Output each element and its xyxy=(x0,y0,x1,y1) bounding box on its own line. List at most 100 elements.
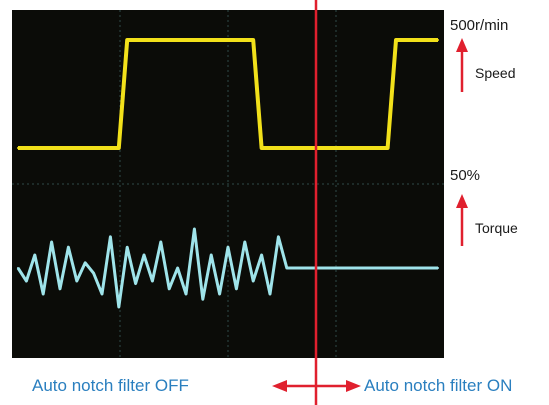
torque-point xyxy=(218,293,221,295)
speed-point xyxy=(336,147,339,149)
speed-point xyxy=(84,147,87,149)
speed-point xyxy=(311,147,313,149)
waveform-traces xyxy=(16,38,439,309)
speed-point xyxy=(420,39,423,41)
speed-point xyxy=(285,147,288,149)
torque-point xyxy=(50,241,53,243)
speed-point xyxy=(302,147,305,149)
torque-point xyxy=(126,246,129,249)
torque-point xyxy=(159,241,162,243)
speed-label: Speed xyxy=(475,65,515,81)
torque-point xyxy=(437,267,439,269)
speed-point xyxy=(201,39,204,41)
speed-point xyxy=(17,147,19,149)
torque-point xyxy=(386,267,389,269)
torque-point xyxy=(117,306,120,308)
speed-point xyxy=(319,147,322,149)
speed-arrow-icon xyxy=(456,38,468,52)
torque-point xyxy=(344,267,347,269)
speed-point xyxy=(235,39,238,41)
speed-point xyxy=(50,147,53,149)
torque-point xyxy=(353,267,355,269)
torque-point xyxy=(269,293,271,295)
torque-point xyxy=(243,241,246,243)
torque-point xyxy=(302,267,305,269)
torque-point xyxy=(25,280,28,282)
speed-point xyxy=(269,147,271,149)
torque-point xyxy=(420,267,423,269)
torque-point xyxy=(285,267,288,269)
speed-point xyxy=(159,39,162,41)
speed-point xyxy=(210,39,213,41)
speed-point xyxy=(437,39,439,41)
torque-scale-label: 50% xyxy=(450,167,480,184)
speed-point xyxy=(403,39,406,41)
torque-point xyxy=(361,267,364,269)
torque-point xyxy=(201,298,204,301)
torque-point xyxy=(75,280,78,282)
torque-point xyxy=(134,282,137,285)
torque-point xyxy=(59,287,61,290)
torque-point xyxy=(227,246,229,249)
torque-point xyxy=(33,254,36,256)
torque-point xyxy=(277,235,280,238)
torque-point xyxy=(378,267,381,269)
torque-point xyxy=(101,293,103,295)
speed-point xyxy=(260,147,263,149)
torque-point xyxy=(336,267,339,269)
speed-point xyxy=(75,147,78,149)
speed-point xyxy=(109,147,112,149)
speed-point xyxy=(25,147,28,149)
speed-point xyxy=(193,39,196,41)
speed-point xyxy=(168,39,171,41)
speed-point xyxy=(361,147,364,149)
torque-point xyxy=(260,254,263,256)
torque-point xyxy=(403,267,406,269)
torque-point xyxy=(193,228,196,230)
speed-point xyxy=(33,147,36,149)
torque-point xyxy=(319,267,322,269)
speed-point xyxy=(428,39,431,41)
speed-point xyxy=(277,147,280,149)
speed-point xyxy=(117,147,120,149)
arrow-left-icon xyxy=(272,380,287,392)
torque-point xyxy=(411,267,414,269)
speed-point xyxy=(59,147,61,149)
speed-scale-label: 500r/min xyxy=(450,17,508,34)
torque-point xyxy=(311,267,313,269)
torque-point xyxy=(252,280,255,282)
speed-point xyxy=(176,39,179,41)
torque-point xyxy=(151,280,154,282)
speed-point xyxy=(227,39,229,41)
speed-point xyxy=(151,39,154,41)
torque-arrow-icon xyxy=(456,194,468,208)
speed-point xyxy=(395,39,397,41)
speed-point xyxy=(143,39,145,41)
speed-point xyxy=(42,147,45,149)
torque-point xyxy=(67,246,70,249)
speed-point xyxy=(218,39,221,41)
torque-label: Torque xyxy=(475,220,518,236)
torque-point xyxy=(185,293,187,295)
speed-point xyxy=(92,147,95,149)
speed-point xyxy=(252,39,255,41)
speed-point xyxy=(67,147,70,149)
torque-point xyxy=(235,287,238,290)
torque-point xyxy=(210,254,213,256)
speed-point xyxy=(134,39,137,41)
speed-point xyxy=(411,39,414,41)
torque-point xyxy=(109,235,112,238)
torque-point xyxy=(369,267,372,269)
torque-point xyxy=(168,287,171,290)
torque-point xyxy=(92,272,95,275)
torque-point xyxy=(143,254,145,256)
speed-point xyxy=(369,147,372,149)
torque-point xyxy=(428,267,431,269)
speed-point xyxy=(126,39,129,41)
region-on-caption: Auto notch filter ON xyxy=(364,376,512,395)
torque-point xyxy=(395,267,397,269)
speed-point xyxy=(243,39,246,41)
speed-point xyxy=(344,147,347,149)
torque-point xyxy=(294,267,297,269)
